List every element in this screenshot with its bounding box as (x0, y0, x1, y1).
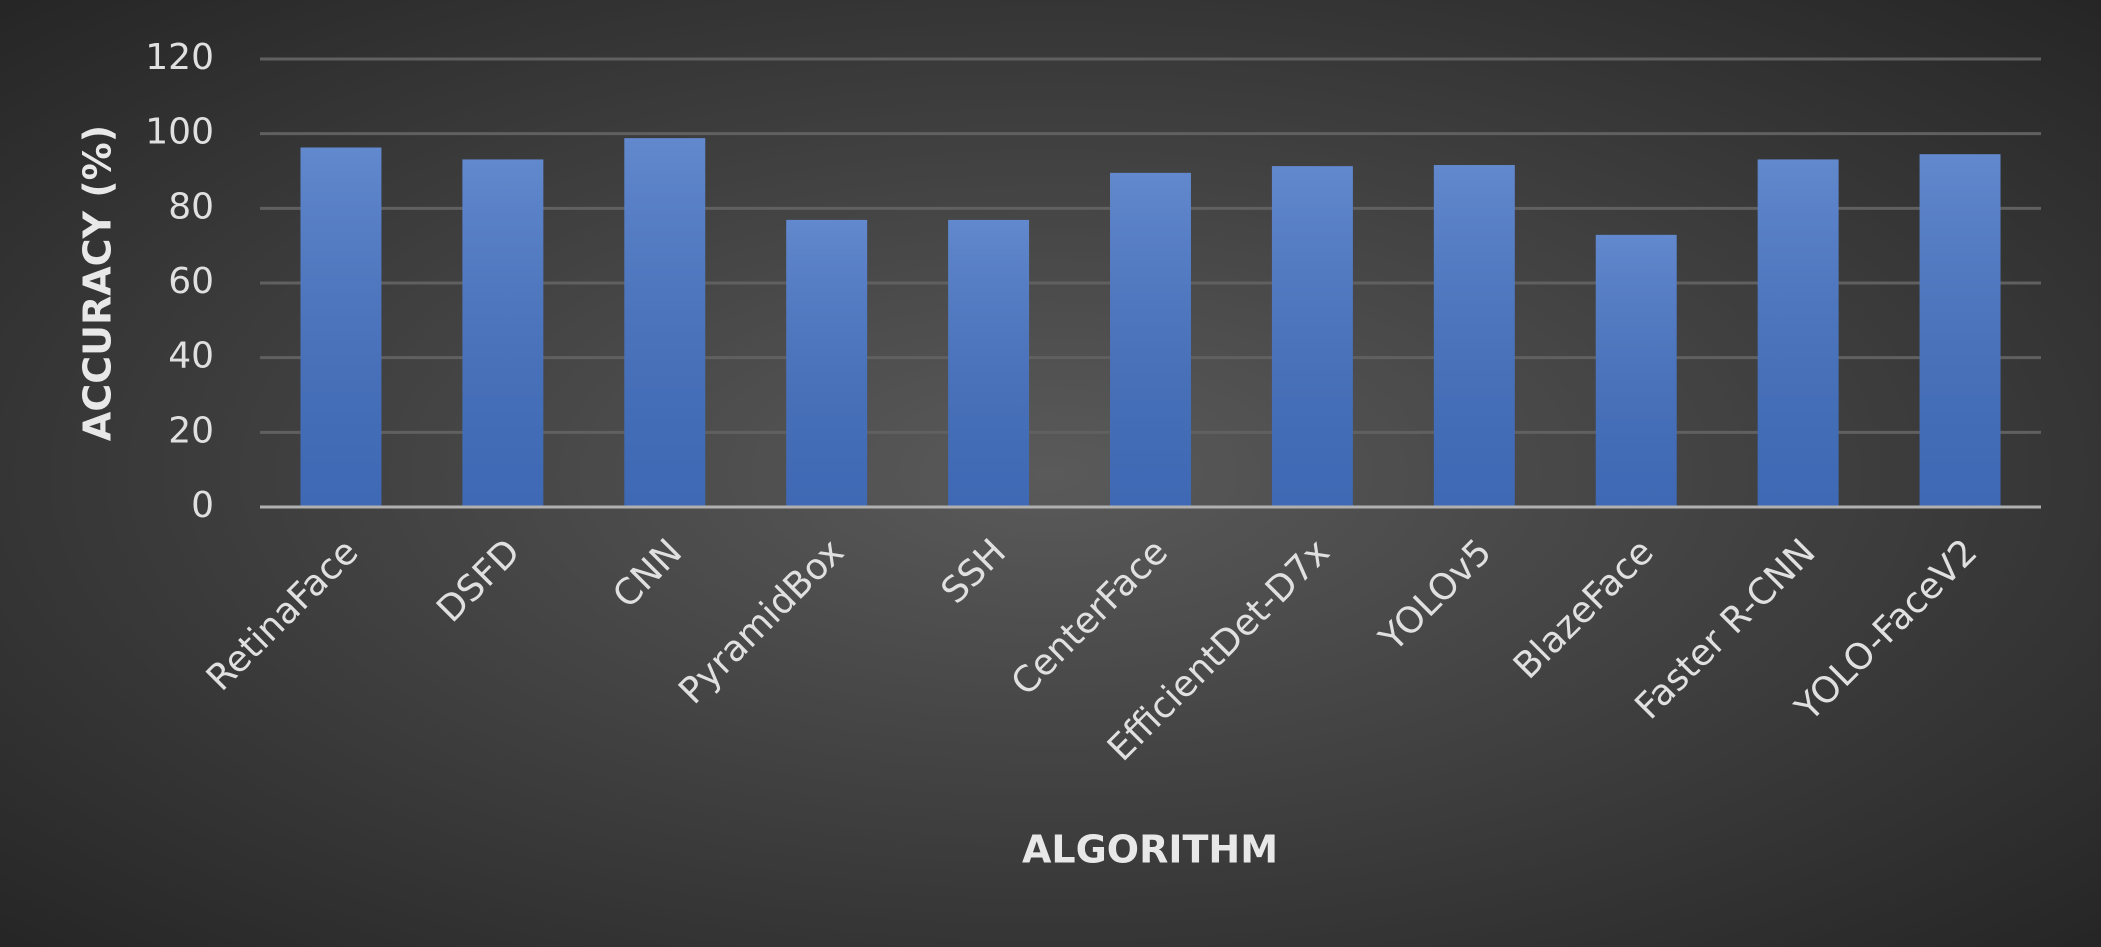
y-axis-title: ACCURACY (%) (76, 125, 120, 441)
bar-shine (1919, 154, 2001, 507)
x-axis-title: ALGORITHM (1022, 828, 1278, 872)
bar-shine (1271, 166, 1353, 507)
bar-shine (1757, 159, 1839, 507)
y-tick-label: 40 (168, 336, 214, 377)
bar-shine (786, 219, 868, 507)
y-tick-label: 60 (168, 261, 214, 302)
y-tick-label: 80 (168, 186, 214, 227)
bar-shine (1110, 172, 1191, 507)
bar-shine (948, 219, 1030, 507)
y-tick-label: 120 (145, 37, 214, 78)
bar-shine (300, 147, 382, 508)
y-tick-label: 0 (191, 485, 214, 526)
bar-shine (1433, 165, 1515, 507)
bar-shine (624, 138, 706, 507)
y-tick-label: 20 (168, 410, 214, 451)
bar-shine (462, 159, 544, 507)
y-tick-label: 100 (145, 112, 214, 153)
bar-shine (1595, 234, 1677, 507)
